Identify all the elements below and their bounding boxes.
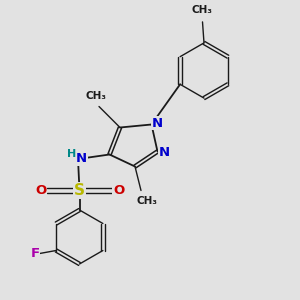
Text: H: H bbox=[67, 148, 76, 159]
Text: CH₃: CH₃ bbox=[136, 196, 158, 206]
Text: N: N bbox=[151, 116, 163, 130]
Text: O: O bbox=[113, 184, 124, 197]
Text: CH₃: CH₃ bbox=[85, 91, 106, 101]
Text: O: O bbox=[35, 184, 46, 197]
Text: CH₃: CH₃ bbox=[192, 5, 213, 15]
Text: F: F bbox=[31, 247, 40, 260]
Text: N: N bbox=[158, 146, 170, 160]
Text: S: S bbox=[74, 183, 85, 198]
Text: N: N bbox=[76, 152, 87, 166]
